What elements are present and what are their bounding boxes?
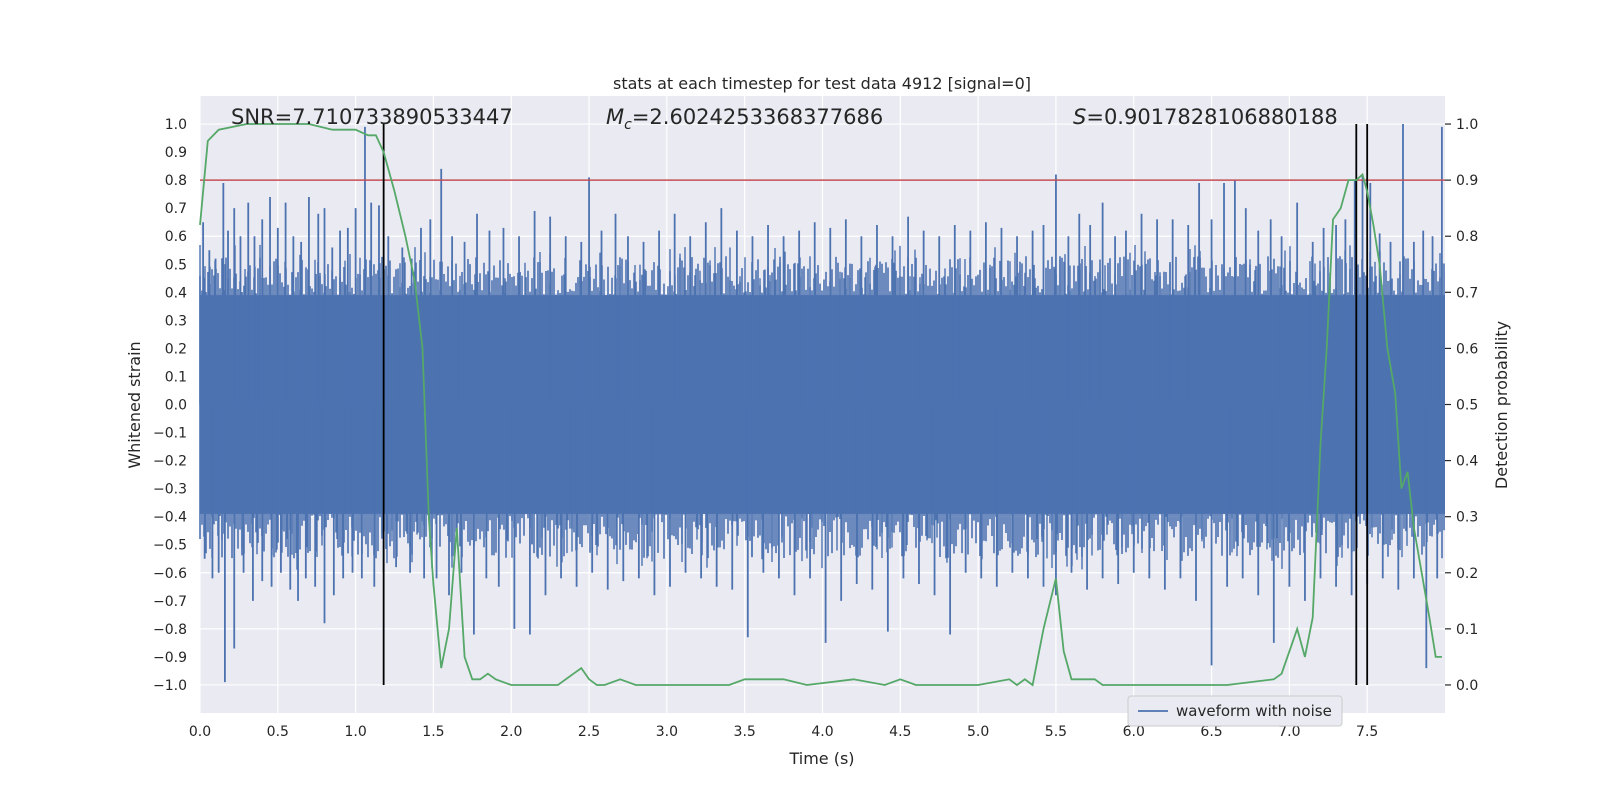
y-tick-label: −0.5 [153, 538, 187, 554]
x-tick-label: 2.0 [500, 724, 522, 740]
x-tick-label: 0.5 [267, 724, 289, 740]
x-tick-label: 3.0 [656, 724, 678, 740]
x-tick-labels: 0.0 0.5 1.0 1.5 2.0 2.5 3.0 3.5 4.0 4.5 5.0 5.5 6.0 6… [189, 724, 1378, 740]
y-tick-label: 0.5 [165, 257, 187, 273]
y2-tick-label: 0.5 [1456, 398, 1478, 414]
y-tick-labels: 1.0 0.9 0.8 0.7 0.6 0.5 0.4 0.3 0.2 0.1 0.0 −0.1 −0.… [153, 117, 187, 694]
y2-tick-labels: 1.0 0.9 0.8 0.7 0.6 0.5 0.4 0.3 0.2 0.1 0.0 [1445, 117, 1478, 694]
probability-series [199, 123, 1442, 687]
y-tick-label: −0.6 [153, 566, 187, 582]
s-symbol: S [1073, 105, 1086, 129]
y2-tick-label: 0.6 [1456, 341, 1478, 357]
y-tick-label: 0.8 [165, 173, 187, 189]
y2-tick-label: 0.8 [1456, 229, 1478, 245]
s-value: =0.9017828106880188 [1086, 105, 1337, 129]
x-tick-label: 2.5 [578, 724, 600, 740]
y-tick-label: 0.0 [165, 398, 187, 414]
x-tick-label: 6.5 [1200, 724, 1222, 740]
vertical-markers [382, 124, 1369, 685]
y-tick-label: 0.2 [165, 341, 187, 357]
y-tick-label: −0.4 [153, 510, 187, 526]
snr-annotation: SNR=7.710733890533447 [231, 105, 513, 129]
y-tick-label: −0.2 [153, 454, 187, 470]
x-axis-label: Time (s) [788, 749, 854, 768]
mc-symbol: M [606, 105, 624, 129]
y2-axis-label: Detection probability [1492, 321, 1511, 489]
x-tick-label: 4.0 [811, 724, 833, 740]
y-tick-label: −0.7 [153, 594, 187, 610]
y-tick-label: 0.1 [165, 369, 187, 385]
x-tick-label: 7.0 [1278, 724, 1300, 740]
x-tick-label: 6.0 [1123, 724, 1145, 740]
mc-subscript: c [624, 117, 632, 133]
y2-tick-label: 0.4 [1456, 454, 1478, 470]
y-tick-label: 0.6 [165, 229, 187, 245]
x-tick-label: 1.0 [344, 724, 366, 740]
y-tick-label: 0.4 [165, 285, 187, 301]
x-tick-label: 3.5 [734, 724, 756, 740]
x-tick-label: 7.5 [1356, 724, 1378, 740]
y2-tick-label: 0.7 [1456, 285, 1478, 301]
y-tick-label: −0.1 [153, 426, 187, 442]
mc-annotation: Mc=2.6024253368377686 [606, 105, 883, 133]
x-tick-label: 4.5 [889, 724, 911, 740]
y-tick-label: −1.0 [153, 678, 187, 694]
x-tick-label: 5.0 [967, 724, 989, 740]
y2-tick-label: 0.9 [1456, 173, 1478, 189]
x-tick-label: 1.5 [422, 724, 444, 740]
legend-label: waveform with noise [1176, 702, 1332, 720]
legend: waveform with noise [1127, 695, 1343, 727]
y-tick-label: −0.9 [153, 650, 187, 666]
x-tick-label: 0.0 [189, 724, 211, 740]
y-tick-label: 0.3 [165, 313, 187, 329]
legend-box [1127, 695, 1343, 727]
y-tick-label: 0.9 [165, 145, 187, 161]
y-tick-label: 0.7 [165, 201, 187, 217]
y-axis-label: Whitened strain [125, 341, 144, 468]
y2-tick-label: 0.0 [1456, 678, 1478, 694]
y-tick-label: 1.0 [165, 117, 187, 133]
y2-tick-label: 0.2 [1456, 566, 1478, 582]
probability-line [199, 123, 1442, 687]
y-tick-label: −0.3 [153, 482, 187, 498]
y2-tick-label: 0.1 [1456, 622, 1478, 638]
mc-value: =2.6024253368377686 [632, 105, 883, 129]
y2-tick-label: 0.3 [1456, 510, 1478, 526]
waveform-series [199, 124, 1445, 683]
y-tick-label: −0.8 [153, 622, 187, 638]
chart-title: stats at each timestep for test data 491… [613, 74, 1031, 93]
s-annotation: S=0.9017828106880188 [1073, 105, 1338, 129]
y2-tick-label: 1.0 [1456, 117, 1478, 133]
x-tick-label: 5.5 [1045, 724, 1067, 740]
